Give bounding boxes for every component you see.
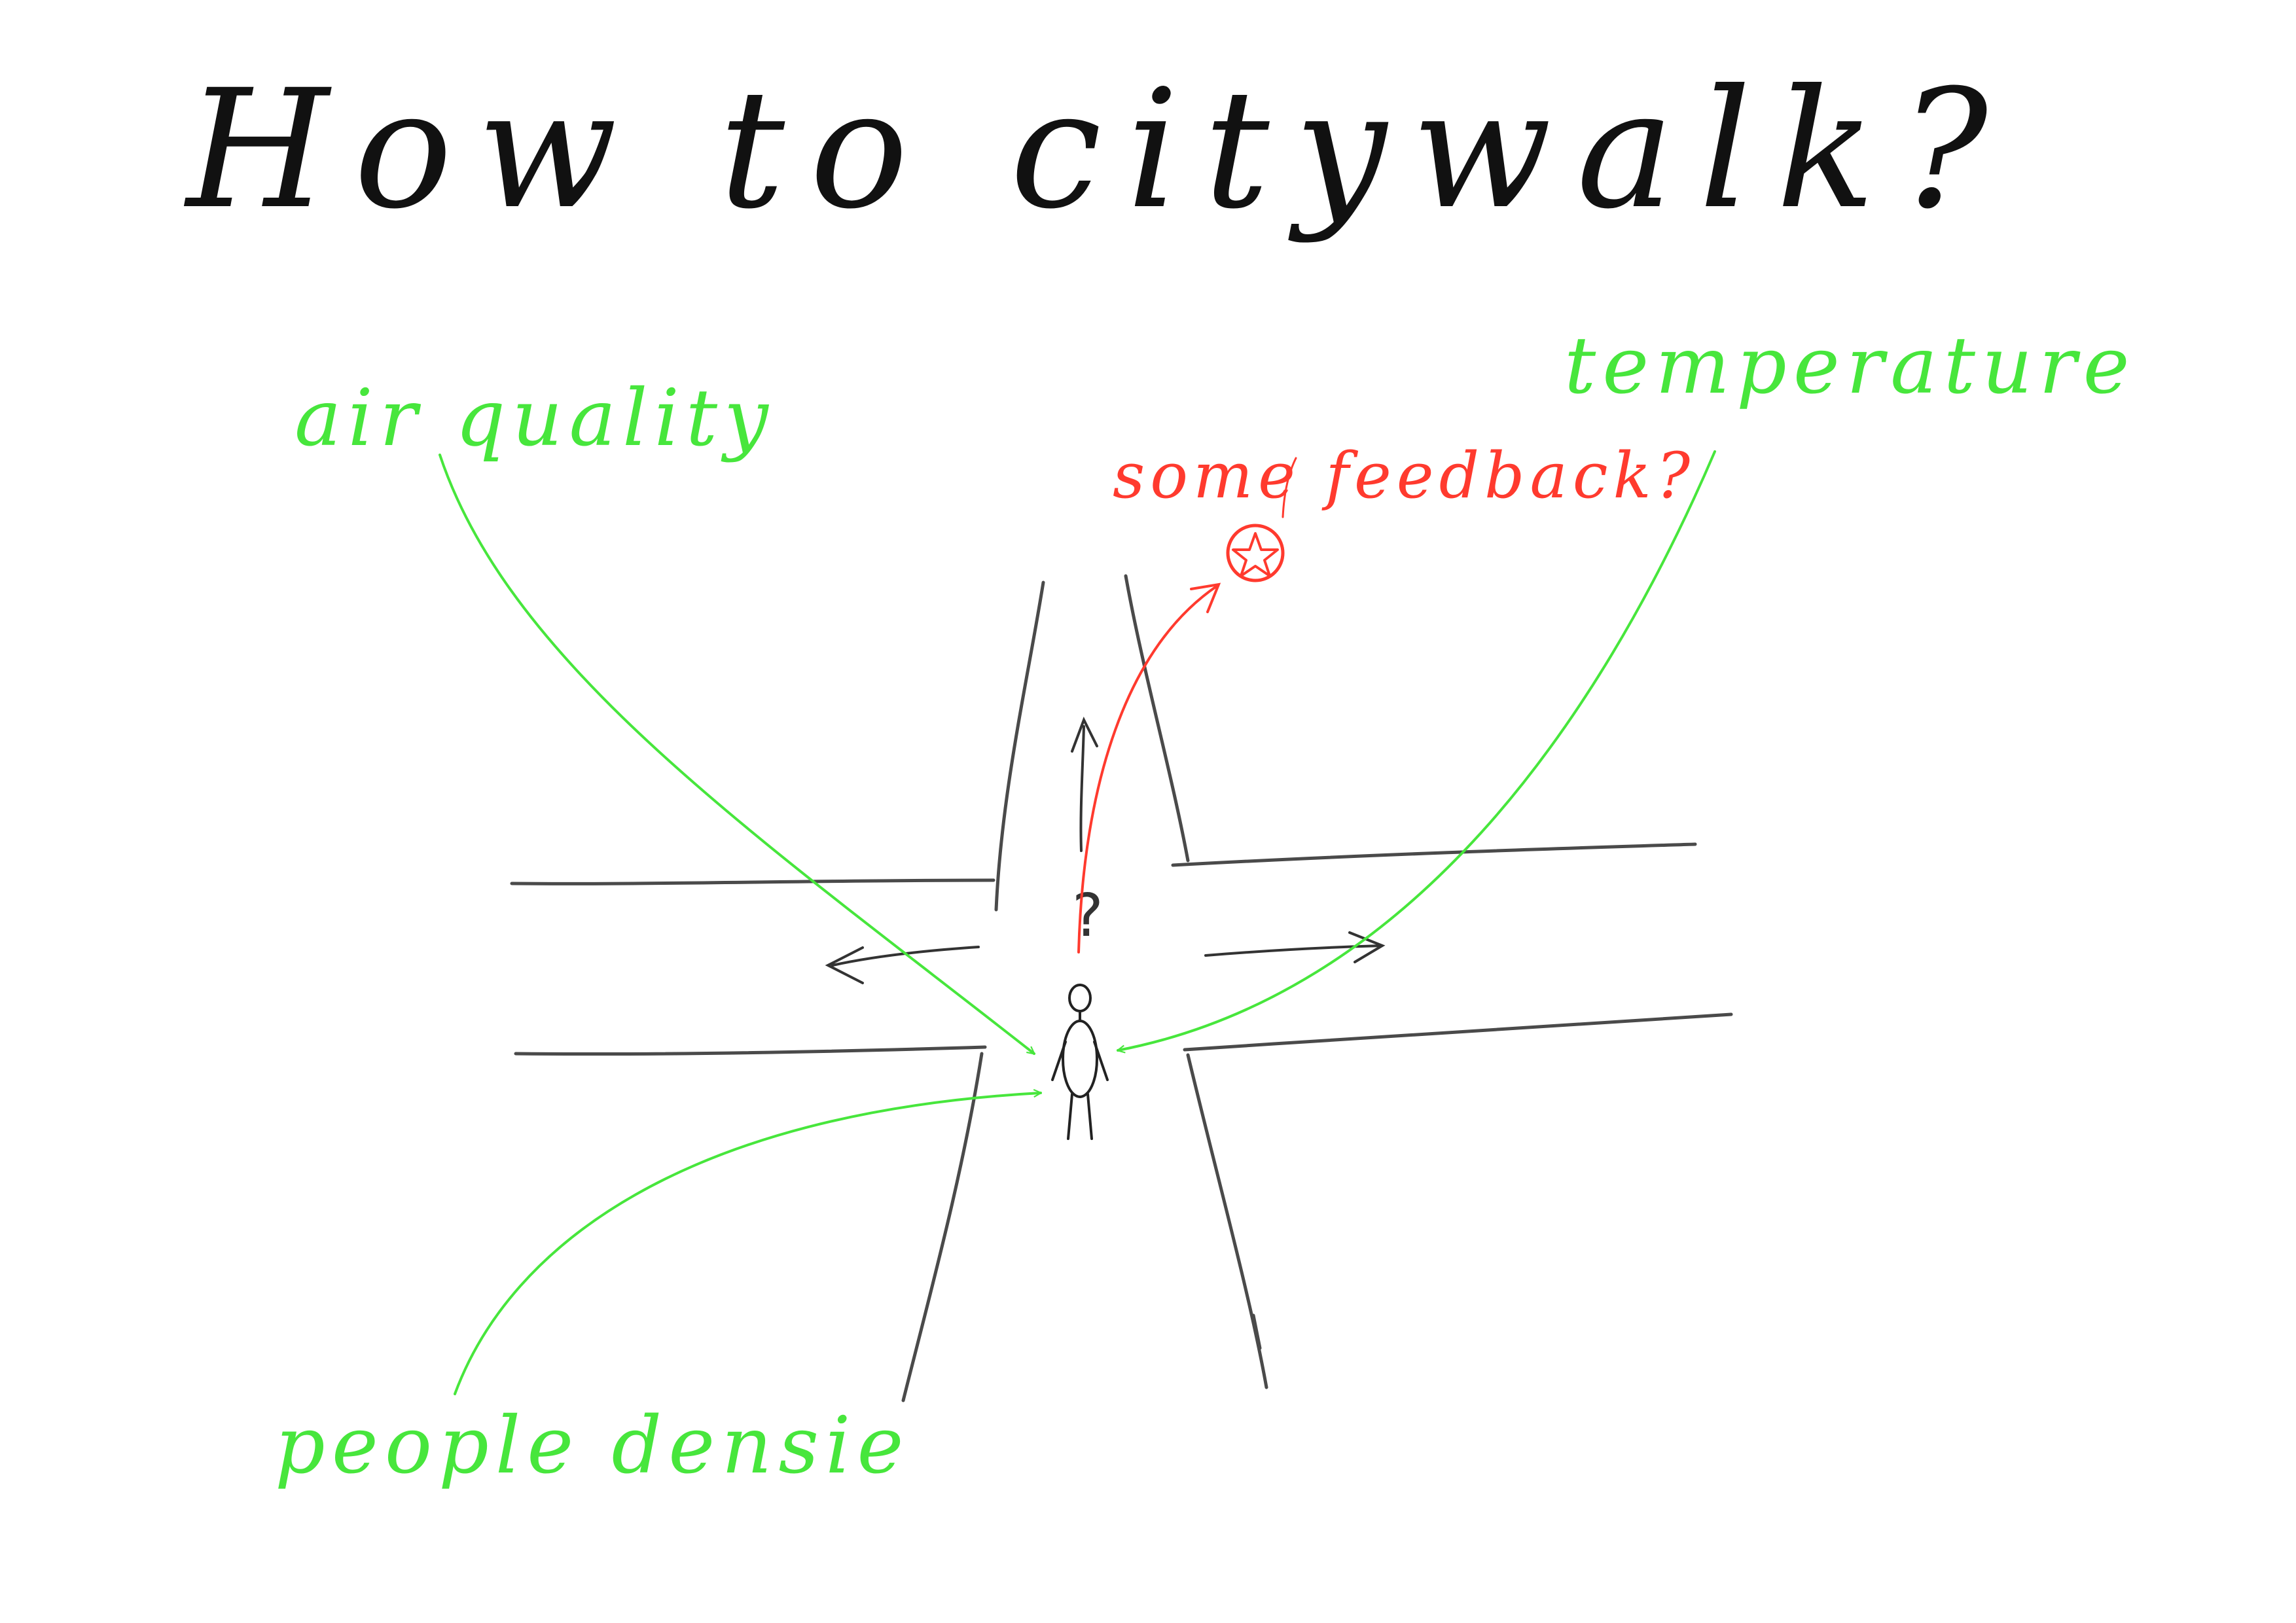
road-edge-east-top	[1171, 842, 1697, 867]
pedestrian-right-leg	[1086, 1093, 1093, 1140]
road-edge-west-bottom	[514, 1045, 987, 1056]
intersection-roads	[510, 574, 1733, 1402]
road-edge-north-left	[994, 580, 1045, 912]
feedback-arrow	[1077, 582, 1221, 954]
air-quality-arrow	[439, 454, 1034, 1055]
pedestrian-left-leg	[1067, 1093, 1073, 1140]
star-icon	[1232, 532, 1279, 577]
road-edge-east-bottom	[1183, 1012, 1733, 1052]
road-edge-west-top	[510, 878, 996, 885]
question-mark: ?	[1072, 882, 1103, 950]
road-edge-south-right	[1186, 1053, 1268, 1389]
arrow-up-icon	[1071, 717, 1098, 852]
feedback-leader-line	[1282, 457, 1297, 518]
feedback-group: some feedback?	[1077, 439, 1695, 954]
road-edge-south-right-tick	[1251, 1313, 1262, 1350]
feedback-label: some feedback?	[1113, 439, 1695, 512]
road-edge-north-right	[1124, 574, 1190, 863]
arrow-right-icon	[1204, 931, 1386, 963]
air-quality-label: air quality	[295, 373, 775, 464]
feedback-marker	[1226, 524, 1285, 582]
pedestrian-right-arm	[1093, 1041, 1109, 1081]
people-density-arrow	[454, 1093, 1041, 1395]
pedestrian-body	[1062, 1020, 1098, 1098]
pedestrian-left-arm	[1051, 1041, 1067, 1081]
temperature-arrow	[1118, 450, 1716, 1050]
factor-arrows	[439, 450, 1716, 1395]
people-density-label: people densie	[275, 1400, 910, 1491]
pedestrian-figure	[1051, 984, 1109, 1140]
temperature-label: temperature	[1564, 321, 2136, 412]
pedestrian-head	[1068, 984, 1092, 1012]
road-edge-south-left	[901, 1052, 984, 1402]
page-title: How to citywalk?	[184, 54, 2013, 245]
